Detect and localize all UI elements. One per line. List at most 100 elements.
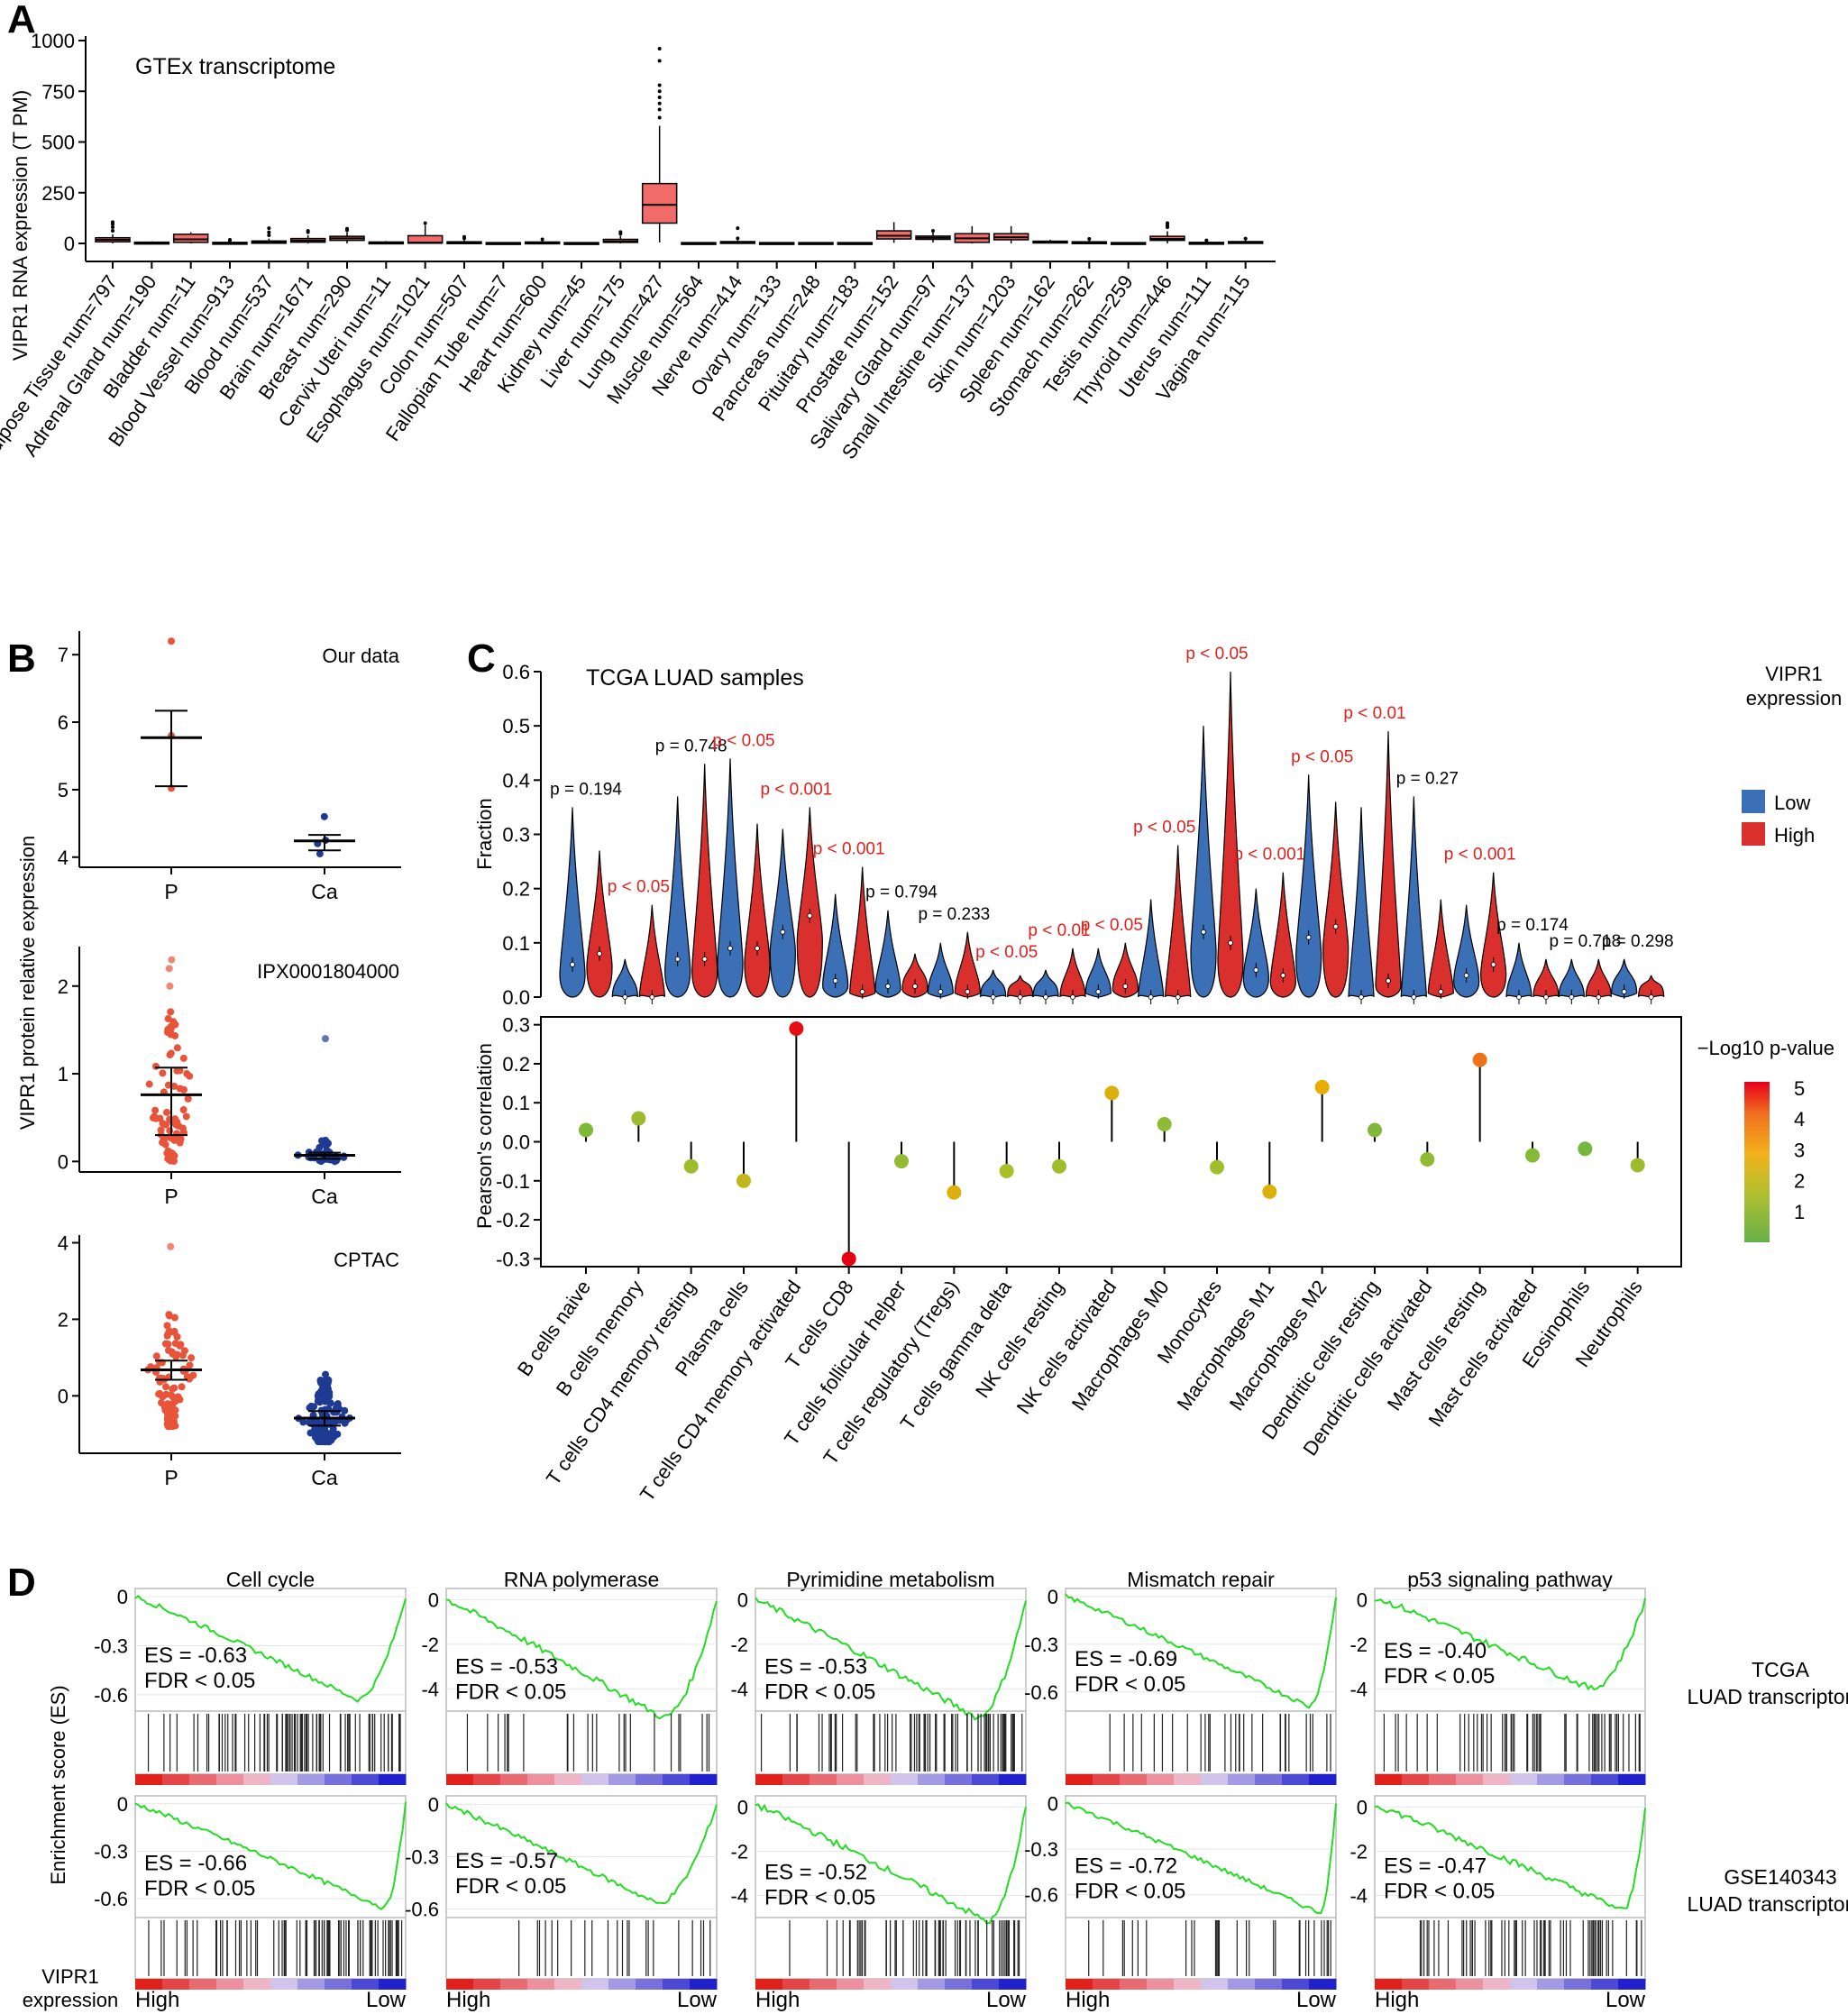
b-point (161, 1340, 169, 1348)
c-lollipop-dot (1052, 1158, 1066, 1174)
d-ranked-bar-segment (1093, 1979, 1121, 1990)
d-y-tick-label: -4 (421, 1678, 439, 1700)
d-es-label: ES = -0.72 (1075, 1854, 1177, 1878)
b-point (164, 1025, 172, 1033)
d-ranked-bar-segment (379, 1979, 407, 1990)
b-point (152, 1352, 160, 1360)
b-x-tick-label: P (164, 880, 178, 903)
d-es-label: ES = -0.52 (764, 1860, 867, 1884)
d-y-tick-label: -4 (730, 1678, 748, 1700)
c-violin (1375, 731, 1402, 998)
d-es-curve (1065, 1593, 1337, 1709)
c-violin-median (1516, 994, 1522, 1000)
d-es-curve (134, 1801, 407, 1910)
d-ranked-bar-segment (1429, 1979, 1457, 1990)
panel-d-gsea-grid: Cell cycle RNA polymerase Pyrimidine metab… (94, 1568, 1848, 2012)
d-ranked-bar-segment (1564, 1979, 1592, 1990)
d-ranked-bar-segment (1402, 1979, 1430, 1990)
d-ranked-bar-segment (1375, 1979, 1403, 1990)
c-pvalue-label: p = 0.27 (1396, 769, 1459, 788)
b-point (322, 1395, 330, 1403)
b-point (319, 1140, 327, 1149)
d-ranked-bar-segment (1591, 1774, 1619, 1785)
b-point (169, 1393, 177, 1401)
d-y-tick-label: 0 (737, 1796, 748, 1818)
legend-high-swatch (1742, 822, 1765, 846)
c-violin-median (674, 956, 681, 962)
c-violin-median (1621, 989, 1627, 994)
d-ranked-bar-segment (216, 1979, 244, 1990)
d-ranked-bar-segment (1309, 1979, 1337, 1990)
b-point (149, 1113, 157, 1121)
c-lollipop-dot (631, 1111, 646, 1126)
c-pvalue-label: p < 0.01 (1343, 704, 1405, 723)
d-ranked-bar-segment (1510, 1774, 1538, 1785)
c-violin (744, 823, 771, 998)
d-ranked-bar-segment (636, 1774, 663, 1785)
c-violin (586, 850, 613, 998)
d-ranked-bar-segment (216, 1774, 244, 1785)
c-pvalue-label: p < 0.001 (813, 840, 885, 859)
d-ranked-bar-segment (663, 1774, 691, 1785)
d-x-high-label: High (446, 1988, 490, 2012)
d-row-label-line1: GSE140343 (1724, 1865, 1836, 1889)
d-ranked-bar-segment (500, 1979, 528, 1990)
d-ranked-bar-segment (999, 1979, 1027, 1990)
c-violin (1427, 899, 1454, 998)
d-ranked-bar-segment (1093, 1774, 1121, 1785)
b-point (166, 1051, 174, 1059)
d-ranked-bar-segment (945, 1979, 973, 1990)
c-pvalue-label: p = 0.233 (918, 905, 990, 924)
d-y-tick-label: -2 (1349, 1840, 1368, 1863)
d-ranked-bar-segment (135, 1774, 163, 1785)
d-x-low-label: Low (677, 1988, 718, 2012)
d-y-tick-label: 0 (1048, 1792, 1058, 1815)
d-y-tick-label: 0 (117, 1793, 128, 1816)
c-violin-median (1386, 978, 1391, 984)
b-point (164, 1346, 172, 1354)
b-point (321, 1035, 329, 1043)
d-es-curve (134, 1594, 407, 1703)
b-x-tick-label: P (164, 1185, 178, 1208)
d-y-tick-label: 0 (428, 1794, 439, 1817)
d-ranked-bar-segment (297, 1979, 325, 1990)
d-x-low-label: Low (1606, 1988, 1646, 2012)
d-ranked-bar-segment (527, 1979, 555, 1990)
b-point (316, 1157, 324, 1165)
d-ranked-bar-segment (325, 1979, 352, 1990)
b-y-tick-label: 0 (58, 1385, 69, 1407)
b-point (159, 1393, 167, 1401)
c-violin (691, 764, 718, 998)
a-outlier (657, 59, 662, 63)
c-violin-median (701, 956, 708, 962)
c-lollipop-dot (1578, 1141, 1593, 1157)
c-violin-median (1305, 934, 1312, 940)
c-violin (1269, 872, 1296, 998)
c-violin (1190, 726, 1217, 998)
d-ranked-bar-segment (1618, 1774, 1646, 1785)
c-violin-median (755, 945, 760, 951)
a-outlier (345, 226, 349, 231)
b-point (157, 1126, 165, 1134)
d-ranked-bar-segment (1429, 1774, 1457, 1785)
d-ranked-bar-segment (1456, 1774, 1484, 1785)
c-lollipop-dot (894, 1154, 909, 1169)
c-lollipop-dot (1157, 1117, 1172, 1132)
c-violin-median (1043, 994, 1048, 1000)
d-ranked-bar-segment (755, 1774, 783, 1785)
b-point (178, 1383, 186, 1391)
d-ranked-bar-segment (1537, 1979, 1565, 1990)
d-fdr-label: FDR < 0.05 (1384, 1664, 1495, 1689)
b-point (171, 1115, 179, 1123)
d-y-tick-label: -2 (730, 1840, 748, 1863)
d-ranked-bar-segment (837, 1774, 865, 1785)
c-violin-median (570, 962, 575, 967)
c-violin-y-tick-label: 0.4 (502, 769, 530, 792)
a-outlier (657, 83, 662, 87)
a-outlier (657, 107, 662, 112)
d-y-tick-label: -0.3 (94, 1840, 128, 1863)
d-y-tick-label: -0.3 (1024, 1838, 1058, 1861)
a-outlier (423, 221, 427, 225)
c-pvalue-label: p < 0.05 (712, 731, 774, 750)
